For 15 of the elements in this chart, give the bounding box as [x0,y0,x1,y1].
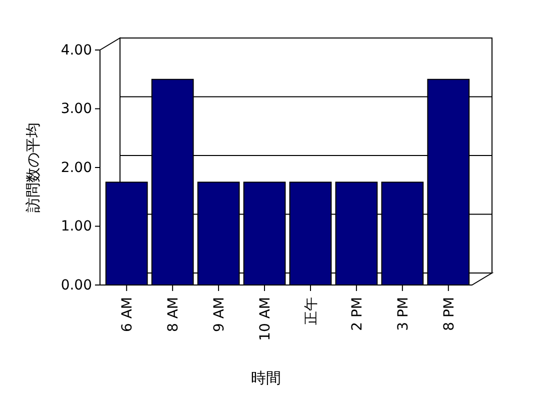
x-tick-label: 10 AM [257,297,274,341]
x-tick-label: 8 PM [441,297,458,331]
x-tick-label: 6 AM [120,297,136,332]
x-tick-label: 9 AM [211,297,228,332]
y-tick-label: 0.00 [60,277,92,294]
x-tick-label: 8 AM [165,297,182,332]
x-tick-label: 3 PM [395,297,412,331]
y-tick-label: 1.00 [60,218,92,235]
x-tick-label: 正午 [303,297,320,325]
y-tick-label: 3.00 [60,101,92,118]
y-axis-title: 訪問数の平均 [24,122,42,212]
y-tick-label: 2.00 [60,160,92,176]
x-axis-title: 時間 [251,369,281,387]
x-tick-label: 2 PM [349,297,366,331]
y-tick-label: 4.00 [60,42,92,58]
